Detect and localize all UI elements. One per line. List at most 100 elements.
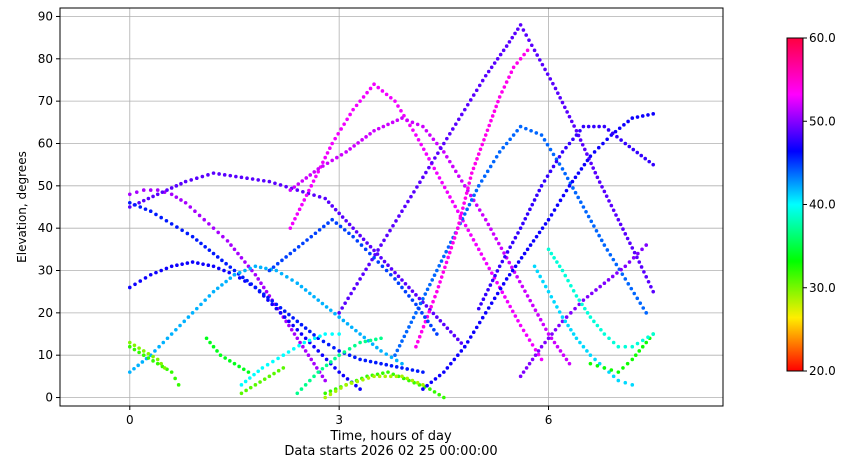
data-point — [259, 281, 263, 286]
data-point — [439, 259, 444, 263]
data-point — [429, 304, 433, 309]
data-point — [394, 358, 399, 363]
data-point — [454, 122, 458, 126]
data-point — [368, 338, 373, 343]
data-point — [349, 325, 354, 330]
data-point — [543, 67, 547, 72]
data-point — [543, 340, 547, 345]
data-point — [143, 207, 148, 211]
data-point — [635, 341, 640, 346]
data-point — [505, 250, 510, 254]
data-point — [649, 284, 653, 289]
data-point — [421, 124, 425, 129]
data-point — [607, 199, 611, 203]
data-point — [358, 233, 362, 238]
data-point — [574, 128, 579, 133]
data-point — [317, 195, 322, 199]
data-point — [465, 102, 470, 107]
data-point — [522, 251, 527, 256]
data-point — [578, 128, 582, 133]
data-point — [243, 260, 247, 264]
data-point — [201, 262, 205, 266]
data-point — [216, 266, 221, 271]
data-point — [328, 392, 333, 397]
data-point — [471, 330, 476, 335]
data-point — [548, 147, 553, 152]
data-point — [414, 344, 418, 349]
data-point — [227, 270, 232, 275]
data-point — [595, 323, 600, 328]
data-point — [530, 202, 535, 207]
data-point — [429, 380, 434, 385]
data-point — [456, 226, 460, 230]
data-point — [581, 124, 586, 129]
data-point — [585, 349, 589, 353]
data-point — [274, 306, 279, 311]
data-point — [500, 90, 504, 94]
data-point — [320, 366, 325, 371]
data-point — [462, 344, 467, 349]
data-point — [580, 142, 585, 147]
data-point — [442, 254, 446, 259]
data-point — [536, 349, 541, 353]
data-point — [644, 311, 649, 315]
data-point — [479, 252, 484, 256]
data-point — [345, 377, 350, 381]
data-point — [528, 243, 533, 247]
data-point — [531, 239, 536, 243]
data-point — [377, 374, 382, 379]
y-tick-label: 80 — [38, 52, 53, 66]
data-point — [318, 334, 322, 338]
data-point — [312, 193, 316, 197]
data-point — [507, 40, 512, 44]
data-point — [615, 134, 619, 139]
data-point — [521, 370, 526, 374]
data-point — [425, 383, 429, 388]
data-point — [347, 347, 352, 351]
data-point — [621, 366, 625, 370]
data-point — [442, 370, 446, 374]
data-point — [178, 323, 182, 328]
data-point — [620, 272, 625, 276]
data-point — [574, 336, 579, 341]
colorbar: 20.0 30.0 40.0 50.0 60.0 — [786, 31, 836, 378]
data-point — [414, 293, 418, 297]
data-point — [602, 366, 607, 370]
colorbar-tick-label: 60.0 — [809, 31, 836, 45]
data-point — [637, 349, 642, 353]
data-point — [553, 327, 558, 332]
data-point — [500, 290, 505, 295]
data-point — [179, 198, 183, 202]
data-point — [583, 306, 587, 311]
data-point — [232, 272, 237, 277]
data-point — [503, 295, 507, 299]
data-point — [487, 266, 492, 271]
data-point — [452, 357, 457, 362]
data-point — [358, 277, 362, 281]
data-point — [275, 261, 280, 266]
data-point — [320, 374, 325, 379]
data-point — [218, 353, 223, 357]
data-point — [466, 228, 471, 233]
data-point — [435, 171, 439, 175]
data-point — [609, 368, 614, 372]
data-point — [393, 353, 397, 357]
data-point — [174, 195, 179, 199]
data-point — [606, 128, 611, 132]
data-point — [290, 278, 294, 282]
data-point — [419, 329, 424, 334]
data-point — [447, 250, 452, 255]
data-point — [211, 344, 216, 349]
data-point — [343, 301, 347, 305]
data-point — [551, 81, 555, 86]
data-point — [448, 195, 452, 199]
data-point — [524, 33, 528, 37]
data-point — [317, 228, 322, 232]
data-point — [560, 100, 565, 105]
data-point — [347, 231, 351, 236]
data-point — [549, 251, 554, 256]
data-point — [414, 302, 418, 307]
data-point — [328, 360, 333, 364]
data-point — [452, 333, 457, 338]
data-point — [136, 363, 140, 368]
